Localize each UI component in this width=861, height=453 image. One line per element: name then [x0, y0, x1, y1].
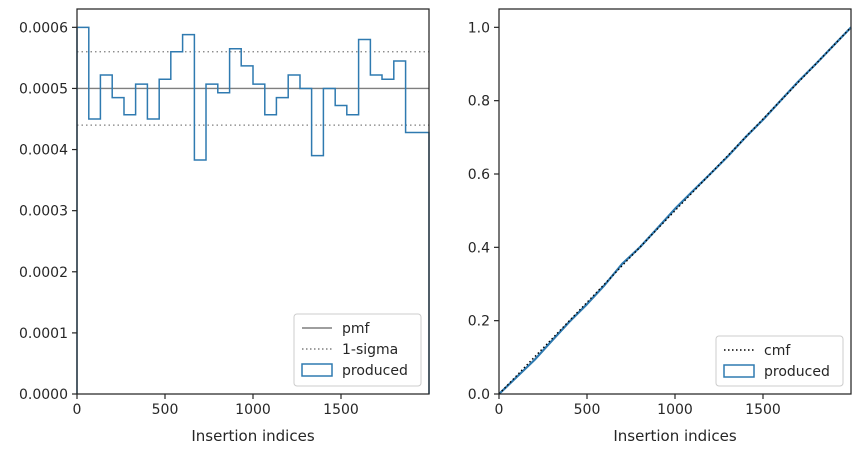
cmf-x-axis-label: Insertion indices: [613, 427, 736, 445]
pmf-y-tick-label: 0.0002: [19, 265, 68, 281]
cmf-y-tick-label: 0.2: [468, 314, 490, 330]
pmf-y-tick-label: 0.0005: [19, 81, 68, 97]
pmf-x-axis-label: Insertion indices: [191, 427, 314, 445]
cmf-legend-label: cmf: [764, 343, 791, 359]
cmf-x-ticks: 0 500 1000 1500: [495, 394, 781, 418]
pmf-legend: pmf 1-sigma produced: [293, 313, 422, 387]
cmf-y-tick-label: 0.6: [468, 167, 490, 183]
cmf-plot-area: [498, 26, 852, 395]
cmf-y-tick-label: 0.8: [468, 94, 490, 110]
pmf-x-tick-label: 1000: [235, 402, 271, 418]
pmf-legend-box: [293, 313, 422, 387]
pmf-plot-area: [76, 26, 430, 394]
pmf-y-tick-label: 0.0000: [19, 387, 68, 403]
pmf-x-tick-label: 0: [73, 402, 82, 418]
cmf-x-tick-label: 500: [574, 402, 601, 418]
pmf-y-tick-label: 0.0003: [19, 204, 68, 220]
pmf-y-tick-label: 0.0001: [19, 326, 68, 342]
pmf-histogram-chart: 0 500 1000 1500 0.00000.00010.00020.00030.0…: [19, 8, 430, 445]
produced-cumulative-line: [498, 26, 852, 395]
cmf-y-ticks: 0.0 0.2 0.4 0.6 0.8 1.0: [468, 20, 499, 403]
cmf-legend-handle: [723, 364, 755, 378]
pmf-x-ticks: 0 500 1000 1500: [73, 394, 359, 418]
cmf-x-tick-label: 1000: [657, 402, 693, 418]
produced-histogram: [76, 26, 430, 394]
cmf-y-tick-label: 1.0: [468, 20, 490, 36]
cmf-y-tick-label: 0.0: [468, 387, 490, 403]
cmf-legend-box: [715, 335, 844, 387]
cmf-chart: 0 500 1000 1500 0.0 0.2 0.4 0.6 0.8 1.0 Insertio…: [468, 8, 852, 445]
pmf-legend-label: pmf: [342, 321, 371, 337]
pmf-legend-label: 1-sigma: [342, 342, 398, 358]
pmf-legend-label: produced: [342, 363, 408, 379]
cmf-legend-label: produced: [764, 364, 830, 380]
cmf-line: [498, 26, 852, 395]
cmf-x-tick-label: 1500: [745, 402, 781, 418]
pmf-x-tick-label: 1500: [323, 402, 359, 418]
pmf-y-tick-label: 0.0004: [19, 143, 68, 159]
cmf-x-tick-label: 0: [495, 402, 504, 418]
pmf-legend-handle: [301, 363, 333, 377]
cmf-y-tick-label: 0.4: [468, 240, 490, 256]
pmf-y-ticks: 0.0000 0.0001 0.0002 0.0003 0.0004 0.0005 0.00…: [19, 20, 77, 403]
cmf-legend: cmf produced: [715, 335, 844, 387]
pmf-x-tick-label: 500: [152, 402, 179, 418]
pmf-y-tick-label: 0.0006: [19, 20, 68, 36]
